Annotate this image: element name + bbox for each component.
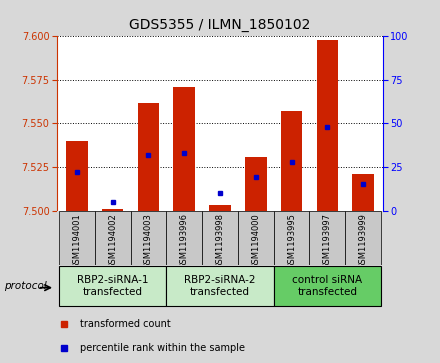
Bar bbox=[138, 102, 159, 211]
Text: GSM1193999: GSM1193999 bbox=[359, 213, 368, 269]
Text: GSM1194001: GSM1194001 bbox=[72, 213, 81, 269]
Text: control siRNA
transfected: control siRNA transfected bbox=[292, 275, 363, 297]
Bar bbox=[245, 156, 267, 211]
Bar bbox=[166, 266, 274, 306]
Text: transformed count: transformed count bbox=[80, 319, 171, 329]
Text: RBP2-siRNA-2
transfected: RBP2-siRNA-2 transfected bbox=[184, 275, 256, 297]
Text: GSM1193997: GSM1193997 bbox=[323, 213, 332, 269]
Bar bbox=[173, 87, 195, 211]
Text: GSM1194003: GSM1194003 bbox=[144, 213, 153, 269]
Text: GSM1193995: GSM1193995 bbox=[287, 213, 296, 269]
Bar bbox=[352, 174, 374, 211]
Text: GSM1193996: GSM1193996 bbox=[180, 213, 189, 269]
Bar bbox=[274, 211, 309, 265]
Text: percentile rank within the sample: percentile rank within the sample bbox=[80, 343, 245, 352]
Bar bbox=[59, 266, 166, 306]
Bar bbox=[309, 211, 345, 265]
Bar bbox=[317, 40, 338, 211]
Text: protocol: protocol bbox=[4, 281, 47, 291]
Bar bbox=[102, 209, 123, 211]
Bar bbox=[274, 266, 381, 306]
Bar bbox=[131, 211, 166, 265]
Bar bbox=[95, 211, 131, 265]
Bar bbox=[202, 211, 238, 265]
Text: GSM1194000: GSM1194000 bbox=[251, 213, 260, 269]
Text: GSM1194002: GSM1194002 bbox=[108, 213, 117, 269]
Text: GSM1193998: GSM1193998 bbox=[216, 213, 224, 269]
Bar bbox=[209, 205, 231, 211]
Bar bbox=[66, 141, 88, 211]
Bar bbox=[166, 211, 202, 265]
Bar bbox=[345, 211, 381, 265]
Text: RBP2-siRNA-1
transfected: RBP2-siRNA-1 transfected bbox=[77, 275, 148, 297]
Bar bbox=[281, 111, 302, 211]
Title: GDS5355 / ILMN_1850102: GDS5355 / ILMN_1850102 bbox=[129, 19, 311, 33]
Bar bbox=[59, 211, 95, 265]
Bar bbox=[238, 211, 274, 265]
